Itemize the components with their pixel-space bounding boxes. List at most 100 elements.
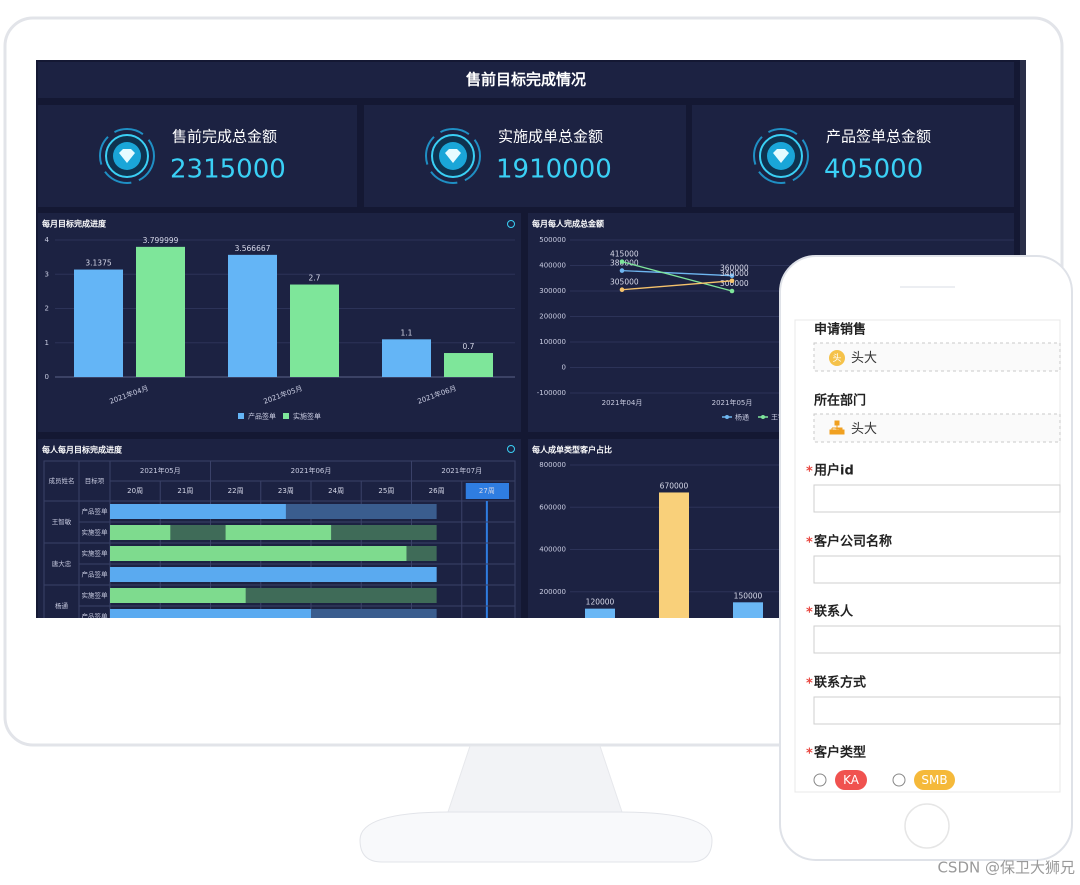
kpi-value: 1910000 [496,155,612,185]
radio[interactable] [813,773,827,787]
gantt-done [110,546,407,561]
legend-label: 杨通 [735,413,749,422]
required-mark: * [806,465,813,480]
line-series [621,269,733,277]
y-tick-label: 600000 [539,503,566,511]
kpi-icon-diamond [773,149,789,163]
option-label: SMB [921,773,947,787]
line-point [619,268,625,273]
item-label: 实施签单 [82,528,109,537]
title-bar [38,62,1014,98]
bar [444,353,493,377]
line-point [729,273,735,279]
monitor-base [359,811,713,863]
legend-label: 实施签单 [293,412,321,421]
y-tick-label: 0 [45,373,49,381]
monitor-neck [447,745,623,813]
y-tick-label: 1 [45,339,49,347]
y-tick-label: 0 [562,364,566,372]
tag-text: 头大 [851,422,877,437]
item-label: 实施签单 [82,591,109,600]
week-label: 21周 [177,487,193,495]
field-label: 联系人 [814,604,854,620]
x-tick-label: 2021年05月 [712,398,753,407]
text-input[interactable] [813,555,1061,584]
bar [74,269,123,377]
option-pill[interactable] [835,770,867,790]
dashboard-title: 售前目标完成情况 [466,71,586,89]
value-label: 2.7 [309,274,321,283]
item-label: 产品签单 [82,570,109,579]
value-label: 300000 [720,279,749,288]
line-series [621,280,733,291]
chart-title: 每人成单类型客户占比 [532,445,612,455]
y-tick-label: 100000 [539,338,566,346]
option-label: KA [843,773,860,787]
value-label: 305000 [610,278,639,287]
item-label: 产品签单 [82,612,109,621]
info-icon[interactable] [507,220,515,228]
field-label: 所在部门 [814,393,866,409]
line-series [621,261,733,292]
value-label: 670000 [660,481,689,490]
y-tick-label: 3 [45,270,49,278]
value-label: 3.566667 [235,244,271,253]
text-input[interactable] [813,484,1061,513]
text-input[interactable] [813,625,1061,654]
bar [290,284,339,377]
kpi-label: 实施成单总金额 [498,128,603,146]
week-label: 20周 [127,487,143,495]
week-label: 22周 [228,487,244,495]
field-label: 用户id [813,463,854,479]
required-mark: * [806,606,813,621]
avatar-text: 头 [832,353,841,364]
value-label: 360000 [720,264,749,273]
text-input[interactable] [813,696,1061,725]
member-name: 唐大忠 [52,559,72,568]
kpi-icon-ring [99,128,155,184]
month-label: 2021年07月 [441,466,482,475]
kpi-icon-ring [753,128,809,184]
y-tick-label: 200000 [539,313,566,321]
member-name: 王智敏 [52,517,72,526]
kpi-label: 产品签单总金额 [826,128,931,146]
kpi-panel [364,105,686,207]
watermark: CSDN @保卫大狮兄 [937,859,1075,877]
y-tick-label: 800000 [539,461,566,469]
value-label: 340000 [720,269,749,278]
gantt-done [110,567,437,582]
gantt-done [110,504,286,519]
week-label: 26周 [429,487,445,495]
item-label: 产品签单 [82,507,109,516]
bar [382,339,431,377]
kpi-panel [692,105,1014,207]
home-button[interactable] [904,803,950,849]
week-label: 25周 [378,487,394,495]
kpi-icon-diamond [119,149,135,163]
gantt-done [110,609,311,618]
option-pill[interactable] [914,770,955,790]
required-mark: * [806,747,813,762]
kpi-label: 售前完成总金额 [172,128,277,146]
field-label: 客户类型 [814,745,866,761]
info-icon[interactable] [507,445,515,453]
chart-title: 每月目标完成进度 [42,219,107,229]
avatar [829,350,845,366]
y-tick-label: 400000 [539,262,566,270]
table-header: 目标项 [85,476,105,485]
value-label: 3.799999 [143,236,179,245]
member-name: 杨通 [55,601,69,610]
field-label: 联系方式 [814,675,866,691]
bar [733,602,763,618]
tag-text: 头大 [851,351,877,366]
value-label: 120000 [586,598,615,607]
bar [136,246,185,377]
tag-box [813,342,1061,372]
radio[interactable] [892,773,906,787]
tag-box [813,413,1061,443]
x-tick-label: 2021年04月 [602,398,643,407]
value-label: 0.7 [463,342,475,351]
